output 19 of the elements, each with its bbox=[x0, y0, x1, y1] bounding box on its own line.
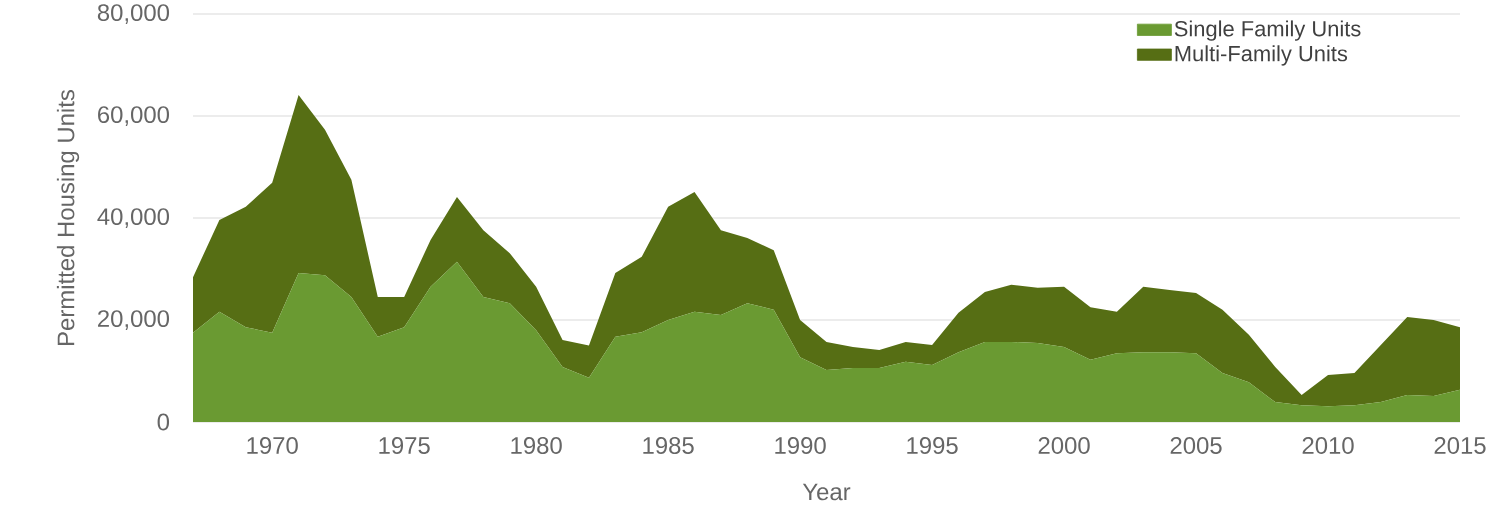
y-axis-title: Permitted Housing Units bbox=[56, 90, 80, 345]
legend-label: Single Family Units bbox=[1174, 20, 1361, 41]
y-tick-label: 60,000 bbox=[98, 106, 170, 126]
x-tick-label: 2010 bbox=[1302, 437, 1354, 454]
y-tick-label: 0 bbox=[157, 413, 170, 431]
legend-label: Multi-Family Units bbox=[1175, 45, 1348, 66]
x-axis-title: Year bbox=[802, 483, 851, 501]
y-tick-label: 40,000 bbox=[97, 208, 170, 228]
x-tick-label: 1985 bbox=[643, 437, 694, 454]
x-tick-label: 2000 bbox=[1038, 437, 1090, 454]
x-tick-label: 1970 bbox=[247, 437, 298, 454]
y-tick-label: 20,000 bbox=[98, 310, 170, 330]
x-tick-label: 1995 bbox=[907, 437, 958, 454]
x-tick-label: 1990 bbox=[775, 437, 826, 454]
x-tick-label: 2005 bbox=[1170, 437, 1222, 454]
x-tick-label: 1980 bbox=[511, 437, 562, 454]
x-tick-label: 2015 bbox=[1434, 437, 1486, 454]
x-tick-label: 1975 bbox=[379, 437, 430, 454]
y-tick-label: 80,000 bbox=[97, 4, 170, 24]
